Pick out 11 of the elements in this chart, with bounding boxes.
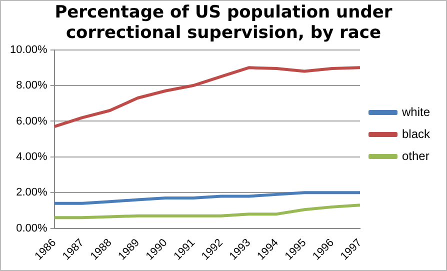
text: correctional supervision, by race: [66, 23, 382, 44]
legend-label: other: [402, 148, 430, 163]
text: Percentage of US population under: [54, 2, 392, 23]
legend-label: white: [400, 104, 430, 119]
y-tick-label: 8.00%: [16, 80, 48, 92]
y-tick-label: 0.00%: [16, 222, 48, 234]
y-tick-label: 6.00%: [16, 115, 48, 128]
legend-label: black: [402, 126, 431, 141]
y-tick-label: 4.00%: [16, 150, 48, 163]
y-tick-label: 2.00%: [16, 186, 48, 199]
y-tick-label: 10.00%: [10, 44, 48, 56]
